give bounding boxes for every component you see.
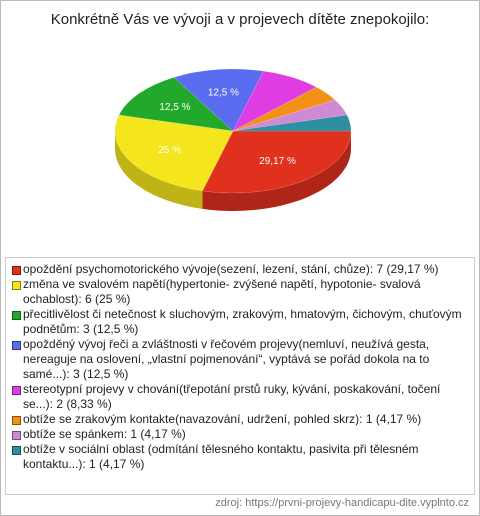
legend-label: přecitlivělost či netečnost k sluchovým,…	[23, 307, 462, 336]
slice	[232, 86, 336, 132]
chart: Konkrétně Vás ve vývoji a v projevech dí…	[51, 11, 430, 211]
legend-swatch	[12, 311, 21, 320]
legend-item: obtíže se spánkem: 1 (4,17 %)	[12, 427, 468, 442]
legend-label: obtíže se zrakovým kontakte(navazování, …	[23, 412, 422, 426]
legend-item: opoždění psychomotorického vývoje(sezení…	[12, 262, 468, 277]
legend-item: přecitlivělost či netečnost k sluchovým,…	[12, 307, 468, 337]
slice	[232, 99, 348, 132]
legend-swatch	[12, 341, 21, 350]
legend-label: obtíže v sociální oblast (odmítání těles…	[23, 442, 419, 471]
slice-side	[202, 131, 351, 211]
slice-side	[115, 131, 203, 209]
slice-label: 25 %	[158, 145, 181, 156]
legend-label: změna ve svalovém napětí(hypertonie- zvý…	[23, 277, 421, 306]
legend-item: změna ve svalovém napětí(hypertonie- zvý…	[12, 277, 468, 307]
chart-title: Konkrétně Vás ve vývoji a v projevech dí…	[51, 11, 430, 28]
legend-label: stereotypní projevy v chování(třepotání …	[23, 382, 441, 411]
slice	[114, 114, 234, 192]
slice	[232, 70, 317, 132]
legend-swatch	[12, 416, 21, 425]
legend-swatch	[12, 281, 21, 290]
legend-swatch	[12, 446, 21, 455]
legend-item: opožděný vývoj řeči a zvláštnosti v řečo…	[12, 337, 468, 382]
legend-label: opožděný vývoj řeči a zvláštnosti v řečo…	[23, 337, 430, 381]
legend-label: opoždění psychomotorického vývoje(sezení…	[23, 262, 439, 276]
legend: opoždění psychomotorického vývoje(sezení…	[5, 257, 475, 495]
legend-item: obtíže v sociální oblast (odmítání těles…	[12, 442, 468, 472]
legend-item: stereotypní projevy v chování(třepotání …	[12, 382, 468, 412]
slice	[173, 68, 264, 132]
slice-label: 29,17 %	[259, 156, 296, 167]
slice	[232, 114, 352, 132]
legend-swatch	[12, 431, 21, 440]
slice-label: 12,5 %	[208, 88, 239, 99]
legend-item: obtíže se zrakovým kontakte(navazování, …	[12, 412, 468, 427]
legend-label: obtíže se spánkem: 1 (4,17 %)	[23, 427, 186, 441]
legend-swatch	[12, 386, 21, 395]
slice	[118, 77, 234, 132]
legend-swatch	[12, 266, 21, 275]
source: zdroj: https://prvni-projevy-handicapu-d…	[215, 497, 469, 509]
slice	[202, 130, 352, 194]
slice-label: 12,5 %	[159, 102, 190, 113]
